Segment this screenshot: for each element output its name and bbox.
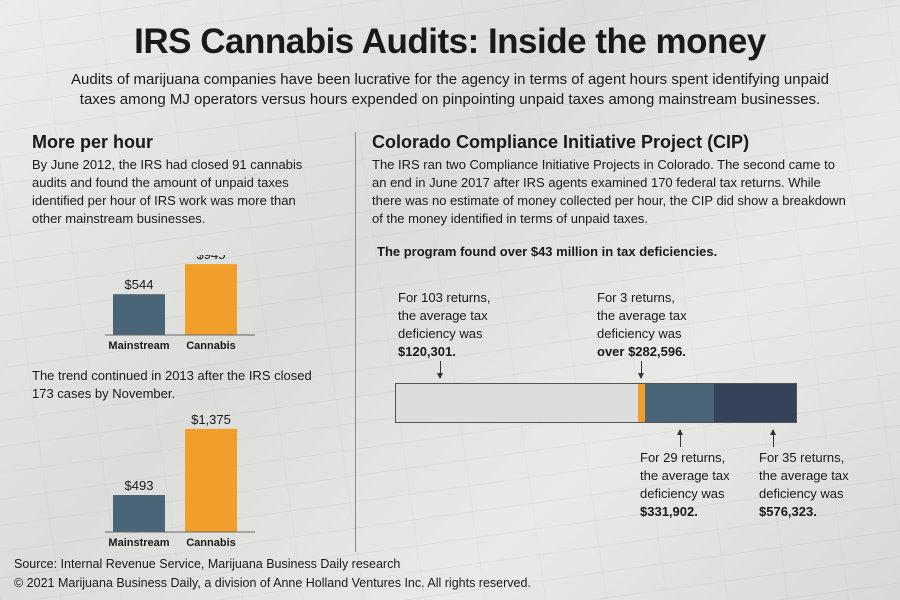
callout-amount: $120,301. [398,344,456,359]
arrow-3-returns [638,361,644,379]
arrow-103-returns [437,361,443,379]
callout-3-returns: For 3 returns, the average tax deficienc… [597,289,687,361]
bar-chart-2013-svg: $493 Mainstream $1,375 Cannabis [105,412,255,549]
callout-line: the average tax [640,468,730,483]
callout-103-returns: For 103 returns, the average tax deficie… [398,289,491,361]
chart-2013-category-label-cannabis: Cannabis [186,537,236,549]
chart-2012-bar-cannabis [185,264,237,335]
callout-amount: $576,323. [759,504,817,519]
callout-amount: over $282,596. [597,344,686,359]
left-trend: The trend continued in 2013 after the IR… [32,368,312,401]
chart-2012-category-label-cannabis: Cannabis [186,340,236,352]
callout-amount: $331,902. [640,504,698,519]
callout-line: deficiency was [398,326,483,341]
callout-line: For 35 returns, [759,450,845,465]
callout-line: deficiency was [597,326,682,341]
segment-35-returns [713,384,796,422]
copyright-note: © 2021 Marijuana Business Daily, a divis… [14,576,531,590]
chart-2013-bar-mainstream [113,495,165,532]
deficiency-stacked-bar [395,383,797,423]
segment-3-returns [638,384,646,422]
callout-line: deficiency was [759,486,844,501]
callout-line: the average tax [398,308,488,323]
callout-line: deficiency was [640,486,725,501]
callout-line: For 29 returns, [640,450,726,465]
chart-2012-value-label-cannabis: $945 [197,255,226,262]
right-heading: Colorado Compliance Initiative Project (… [372,132,750,152]
callout-35-returns: For 35 returns, the average tax deficien… [759,449,849,521]
bar-chart-2012: $544 Mainstream $945 Cannabis [95,255,265,355]
chart-2013-category-label-mainstream: Mainstream [108,537,169,549]
arrow-35-returns [770,429,776,447]
segment-103-returns [396,384,639,422]
right-intro: The IRS ran two Compliance Initiative Pr… [372,157,846,226]
column-divider [355,132,356,552]
callout-line: For 103 returns, [398,290,491,305]
callout-line: the average tax [597,308,687,323]
page-title: IRS Cannabis Audits: Inside the money [134,22,766,61]
chart-2012-value-label-mainstream: $544 [125,277,154,292]
left-intro: By June 2012, the IRS had closed 91 cann… [32,157,303,226]
callout-line: the average tax [759,468,849,483]
segment-29-returns [645,384,714,422]
page-subtitle: Audits of marijuana companies have been … [71,71,829,108]
program-note: The program found over $43 million in ta… [377,244,718,259]
bar-chart-2012-svg: $544 Mainstream $945 Cannabis [105,255,255,352]
chart-2013-value-label-cannabis: $1,375 [191,412,231,427]
callout-29-returns: For 29 returns, the average tax deficien… [640,449,730,521]
chart-2013-bar-cannabis [185,428,237,532]
left-heading: More per hour [32,132,154,152]
bar-chart-2013: $493 Mainstream $1,375 Cannabis [95,412,265,552]
callout-line: For 3 returns, [597,290,676,305]
chart-2013-value-label-mainstream: $493 [125,478,154,493]
chart-2012-bar-mainstream [113,294,165,335]
chart-2012-category-label-mainstream: Mainstream [108,340,169,352]
arrow-29-returns [677,429,683,447]
source-note: Source: Internal Revenue Service, Mariju… [14,557,401,571]
